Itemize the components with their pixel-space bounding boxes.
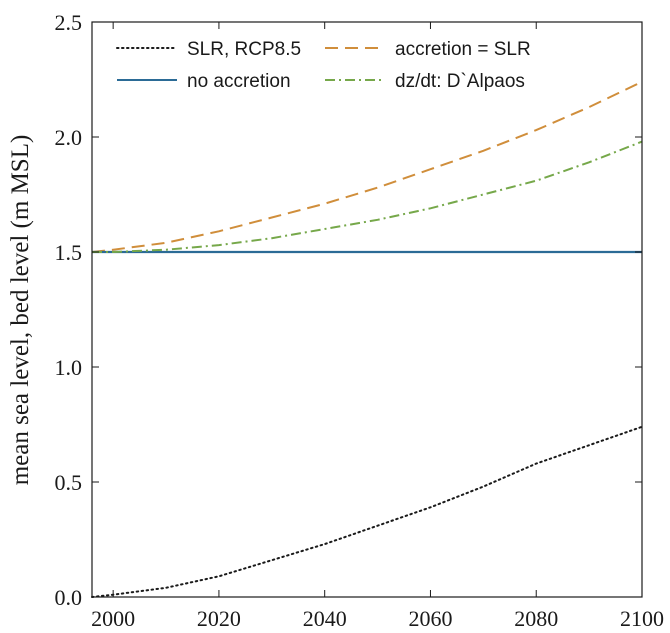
y-tick-label-2-5: 2.5 xyxy=(55,10,83,35)
plot-area xyxy=(92,22,642,597)
legend-label-dz-dt-d-alpaos: dz/dt: D`Alpaos xyxy=(395,71,525,92)
x-tick-label-2100: 2100 xyxy=(620,606,664,631)
y-tick-label-0-5: 0.5 xyxy=(55,470,83,495)
series-line-accretion-slr xyxy=(91,80,643,253)
legend: SLR, RCP8.5 accretion = SLR no accretion dz… xyxy=(116,39,531,92)
series-line-slr-rcp8-5 xyxy=(91,425,643,598)
series-layer xyxy=(91,80,643,598)
series-line-dz-dt-d-alpaos xyxy=(92,140,643,253)
y-tick-label-1-0: 1.0 xyxy=(55,355,83,380)
plot-frame xyxy=(91,21,643,598)
legend-label-accretion-slr: accretion = SLR xyxy=(395,39,531,60)
legend-label-no-accretion: no accretion xyxy=(187,71,291,92)
x-tick-label-2040: 2040 xyxy=(303,606,347,631)
x-tick-label-2060: 2060 xyxy=(408,606,452,631)
x-tick-label-2020: 2020 xyxy=(197,606,241,631)
y-tick-label-2-0: 2.0 xyxy=(55,125,83,150)
x-tick-label-2000: 2000 xyxy=(91,606,135,631)
y-tick-label-1-5: 1.5 xyxy=(55,240,83,265)
legend-label-slr-rcp8-5: SLR, RCP8.5 xyxy=(187,39,301,60)
y-tick-label-0-0: 0.0 xyxy=(55,585,83,610)
x-tick-label-2080: 2080 xyxy=(514,606,558,631)
ticks-layer: 2000 2020 2040 2060 2080 2100 0.0 0.5 1.0 1.5 2.0 2… xyxy=(55,10,665,631)
y-axis-label: mean sea level, bed level (m MSL) xyxy=(7,135,34,486)
